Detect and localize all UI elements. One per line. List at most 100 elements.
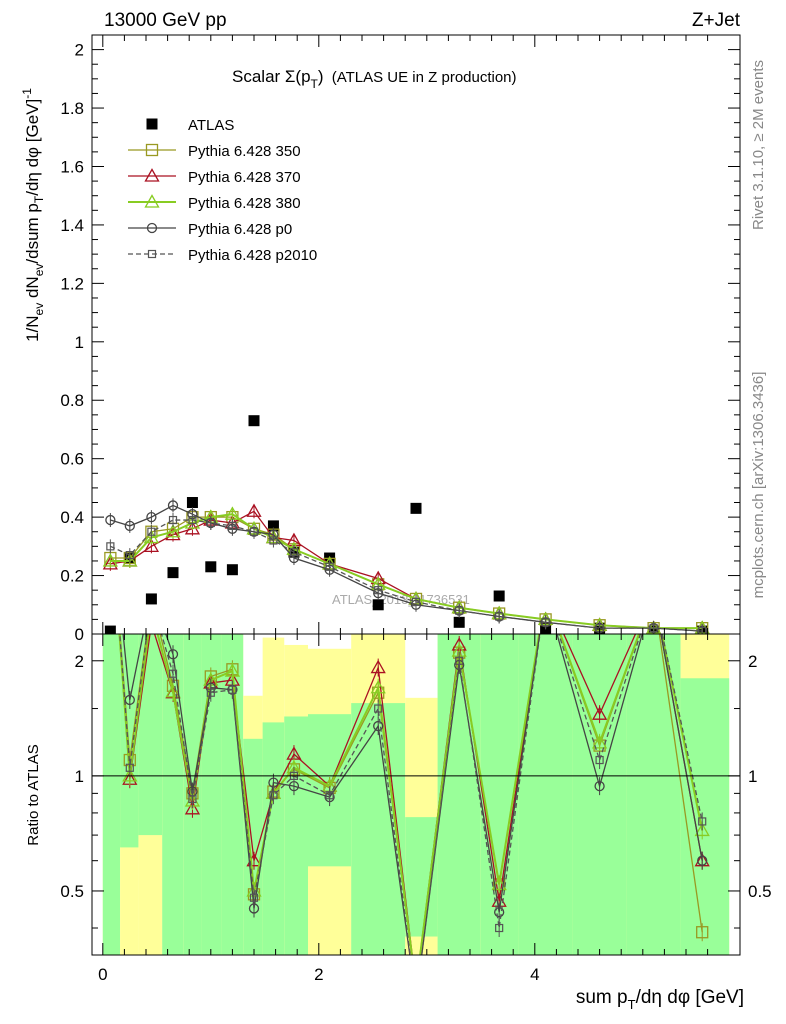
data-point [224, 663, 241, 677]
data-point [698, 626, 707, 634]
data-point [146, 511, 157, 523]
ratio-ytick-label: 1 [75, 767, 84, 786]
rivet-version-label: Rivet 3.1.10, ≥ 2M events [750, 60, 767, 230]
legend-label: Pythia 6.428 370 [188, 169, 301, 186]
data-point [698, 817, 707, 826]
main-ytick-label: 1.6 [60, 157, 84, 176]
data-point [188, 794, 197, 804]
data-point [226, 564, 238, 576]
ylabel-b: dN [23, 276, 42, 302]
data-point [491, 876, 507, 891]
data-point [269, 536, 278, 545]
series-line [110, 513, 703, 630]
data-point [143, 538, 160, 552]
data-point [188, 515, 197, 525]
data-point [145, 143, 159, 157]
data-point [102, 553, 118, 567]
ratio-band-inner [262, 722, 285, 955]
xtick-label: 0 [98, 965, 107, 984]
data-point [411, 597, 421, 606]
data-point [249, 527, 259, 536]
ratio-band-inner [572, 634, 627, 955]
data-point [696, 926, 709, 939]
main-ytick-label: 0 [75, 625, 84, 644]
ratio-band-inner [405, 817, 438, 937]
data-point [167, 649, 179, 660]
ratio-ylabel: Ratio to ATLAS [25, 744, 42, 845]
ratio-band-inner [626, 634, 681, 955]
xlabel-a: sum p [576, 987, 628, 1008]
main-ytick-label: 2 [75, 41, 84, 60]
data-point [289, 548, 299, 557]
data-point [104, 625, 116, 634]
data-point [147, 249, 157, 259]
ratio-band-inner [480, 634, 519, 955]
data-point [165, 526, 181, 541]
legend: ATLAS Pythia 6.428 350 Pythia 6.428 370 Pyt… [128, 117, 317, 264]
main-series [104, 510, 709, 634]
ratio-band-inner [518, 634, 573, 955]
data-point [146, 222, 158, 234]
data-point [591, 706, 608, 720]
process-label: Z+Jet [692, 10, 741, 31]
xlabel: sum pT/dη dφ [GeV] [576, 987, 744, 1012]
legend-item: Pythia 6.428 p0 [128, 221, 292, 238]
ratio-ytick-label-right: 0.5 [748, 882, 772, 901]
legend-label: Pythia 6.428 p0 [188, 221, 292, 238]
main-ytick-label: 0.6 [60, 450, 84, 469]
legend-item: Pythia 6.428 350 [128, 143, 301, 160]
xtick-label: 4 [530, 965, 539, 984]
ratio-band-inner [437, 634, 481, 955]
data-point [697, 855, 708, 866]
data-point [373, 720, 384, 732]
data-point [167, 500, 179, 511]
main-ytick-label: 1.8 [60, 99, 84, 118]
legend-item: Pythia 6.428 p2010 [128, 247, 317, 264]
data-point [495, 612, 504, 621]
data-point [694, 822, 710, 837]
ylabel-sup: -1 [20, 88, 34, 99]
main-ytick-label: 0.8 [60, 391, 84, 410]
ylabel-c: /dsum p [23, 203, 42, 263]
ratio-ytick-label: 2 [75, 652, 84, 671]
data-point [167, 567, 179, 579]
ratio-band-inner [102, 634, 121, 955]
data-point [145, 593, 157, 605]
title-close: ) [318, 67, 324, 86]
data-point [594, 780, 605, 792]
data-point [228, 521, 237, 530]
data-point [455, 606, 464, 615]
data-point [125, 551, 134, 560]
data-point [595, 755, 604, 765]
data-point [144, 194, 160, 208]
ylabel-sub-ev2: ev [32, 264, 46, 277]
data-point [267, 520, 279, 532]
title-sub-t: T [311, 77, 319, 91]
data-point [370, 659, 386, 674]
legend-item: Pythia 6.428 380 [128, 194, 301, 212]
data-point [168, 669, 178, 678]
legend-label: ATLAS [188, 117, 234, 134]
data-point [184, 801, 201, 815]
ylabel-sub-ev: ev [32, 303, 46, 316]
ratio-band-inner [680, 678, 730, 955]
legend-label: Pythia 6.428 350 [188, 143, 301, 160]
ratio-series-group [118, 634, 710, 955]
data-point [495, 923, 504, 933]
data-point [144, 168, 160, 182]
ratio-ytick-label: 0.5 [60, 882, 84, 901]
ratio-frame [91, 633, 741, 956]
data-point [374, 586, 383, 595]
ratio-band-inner [138, 634, 163, 836]
title-scalar: Scalar Σ(p [232, 67, 311, 86]
legend-item: Pythia 6.428 370 [128, 168, 301, 186]
data-point [186, 497, 198, 509]
series-line [110, 519, 703, 632]
legend-item: ATLAS [146, 117, 234, 134]
data-point [124, 520, 135, 532]
data-point [370, 679, 386, 694]
data-point [493, 590, 505, 602]
xlabel-b: /dη dφ [GeV] [636, 987, 744, 1008]
data-point [168, 515, 178, 525]
